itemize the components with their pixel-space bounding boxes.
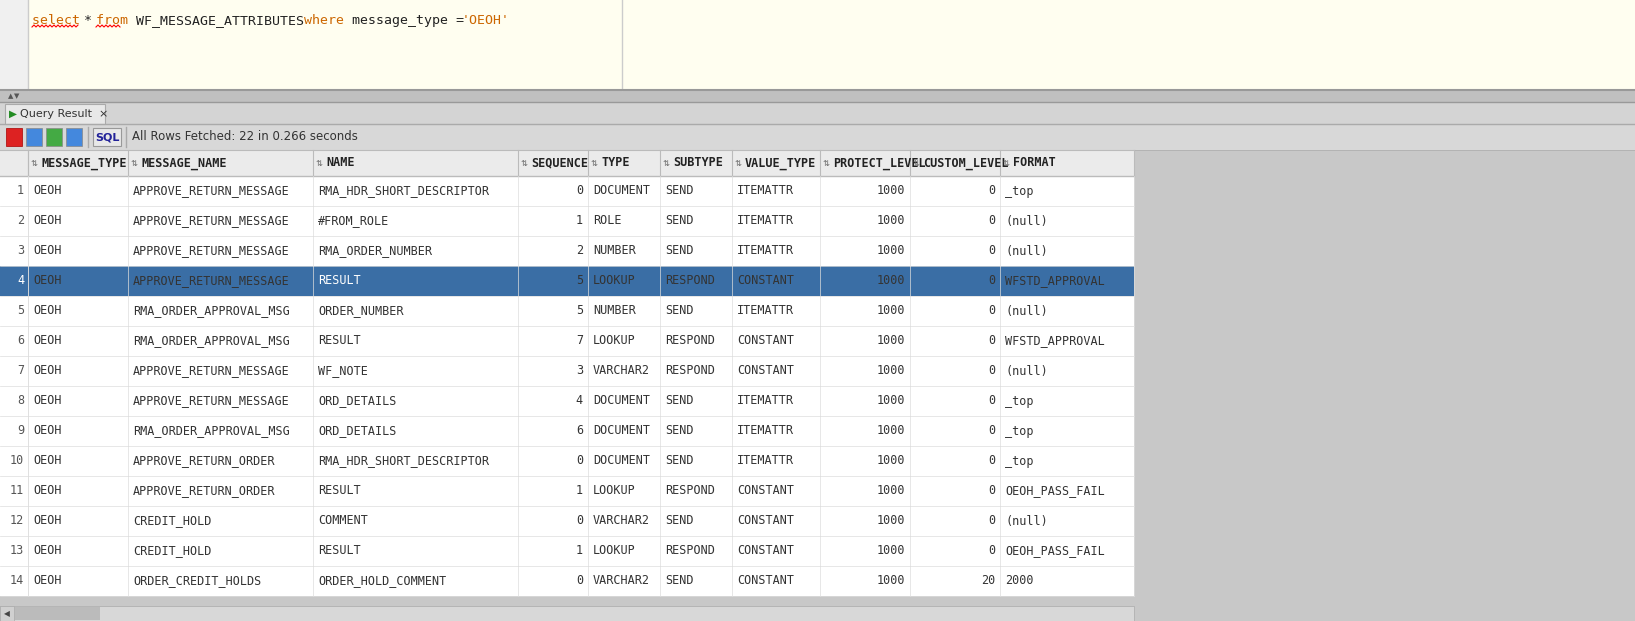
FancyBboxPatch shape xyxy=(0,206,1135,236)
Text: OEOH: OEOH xyxy=(33,574,62,587)
FancyBboxPatch shape xyxy=(312,266,518,296)
Text: OEOH: OEOH xyxy=(33,455,62,468)
Text: ITEMATTR: ITEMATTR xyxy=(737,245,795,258)
Text: OEOH: OEOH xyxy=(33,184,62,197)
Text: ORD_DETAILS: ORD_DETAILS xyxy=(317,394,396,407)
FancyBboxPatch shape xyxy=(0,416,1135,446)
Text: PROTECT_LEVEL: PROTECT_LEVEL xyxy=(832,156,925,170)
Text: OEOH: OEOH xyxy=(33,484,62,497)
Text: ▲: ▲ xyxy=(8,93,13,99)
Text: 0: 0 xyxy=(988,184,996,197)
Text: LOOKUP: LOOKUP xyxy=(594,545,636,558)
Text: 0: 0 xyxy=(988,274,996,288)
Text: CONSTANT: CONSTANT xyxy=(737,515,795,527)
Text: 1000: 1000 xyxy=(876,214,906,227)
Text: 3: 3 xyxy=(576,365,584,378)
Text: VARCHAR2: VARCHAR2 xyxy=(594,515,651,527)
Text: ⇅: ⇅ xyxy=(316,158,324,168)
Text: MESSAGE_NAME: MESSAGE_NAME xyxy=(141,156,227,170)
Text: TYPE: TYPE xyxy=(602,156,629,170)
Text: ITEMATTR: ITEMATTR xyxy=(737,214,795,227)
Text: RMA_ORDER_APPROVAL_MSG: RMA_ORDER_APPROVAL_MSG xyxy=(132,425,289,438)
Text: OEOH_PASS_FAIL: OEOH_PASS_FAIL xyxy=(1006,484,1105,497)
Text: RESPOND: RESPOND xyxy=(665,335,714,348)
Text: Query Result  ×: Query Result × xyxy=(20,109,108,119)
Text: 4: 4 xyxy=(576,394,584,407)
Text: (null): (null) xyxy=(1006,304,1048,317)
Text: 1000: 1000 xyxy=(876,515,906,527)
Text: RESPOND: RESPOND xyxy=(665,484,714,497)
Text: ⇅: ⇅ xyxy=(522,158,528,168)
Text: DOCUMENT: DOCUMENT xyxy=(594,425,651,438)
Text: 2000: 2000 xyxy=(1006,574,1033,587)
Text: RMA_ORDER_NUMBER: RMA_ORDER_NUMBER xyxy=(317,245,432,258)
Text: 13: 13 xyxy=(10,545,25,558)
Text: LOOKUP: LOOKUP xyxy=(594,335,636,348)
Text: 1000: 1000 xyxy=(876,394,906,407)
Text: CONSTANT: CONSTANT xyxy=(737,574,795,587)
Text: 0: 0 xyxy=(988,394,996,407)
Text: OEOH: OEOH xyxy=(33,365,62,378)
Text: RMA_HDR_SHORT_DESCRIPTOR: RMA_HDR_SHORT_DESCRIPTOR xyxy=(317,455,489,468)
FancyBboxPatch shape xyxy=(0,446,1135,476)
Text: ITEMATTR: ITEMATTR xyxy=(737,394,795,407)
Text: 20: 20 xyxy=(981,574,996,587)
Text: 0: 0 xyxy=(988,425,996,438)
Text: SEND: SEND xyxy=(665,304,693,317)
Text: 0: 0 xyxy=(988,515,996,527)
Text: OEOH: OEOH xyxy=(33,425,62,438)
Text: 11: 11 xyxy=(10,484,25,497)
Text: WF_MESSAGE_ATTRIBUTES: WF_MESSAGE_ATTRIBUTES xyxy=(136,14,320,27)
Text: 5: 5 xyxy=(16,304,25,317)
Text: APPROVE_RETURN_MESSAGE: APPROVE_RETURN_MESSAGE xyxy=(132,184,289,197)
FancyBboxPatch shape xyxy=(46,128,62,146)
Text: 0: 0 xyxy=(576,515,584,527)
FancyBboxPatch shape xyxy=(0,266,1135,296)
Text: SEQUENCE: SEQUENCE xyxy=(531,156,589,170)
Text: _top: _top xyxy=(1006,455,1033,468)
Text: (null): (null) xyxy=(1006,214,1048,227)
Text: 6: 6 xyxy=(16,335,25,348)
Text: APPROVE_RETURN_MESSAGE: APPROVE_RETURN_MESSAGE xyxy=(132,214,289,227)
Text: 1: 1 xyxy=(576,484,584,497)
Text: 1000: 1000 xyxy=(876,484,906,497)
Text: OEOH: OEOH xyxy=(33,274,62,288)
Text: 'OEOH': 'OEOH' xyxy=(463,14,510,27)
Text: RESULT: RESULT xyxy=(317,545,361,558)
FancyBboxPatch shape xyxy=(0,386,1135,416)
Text: SUBTYPE: SUBTYPE xyxy=(674,156,723,170)
Text: message_type =: message_type = xyxy=(352,14,473,27)
FancyBboxPatch shape xyxy=(5,104,105,124)
Text: 1000: 1000 xyxy=(876,425,906,438)
Text: CONSTANT: CONSTANT xyxy=(737,274,795,288)
Text: 1: 1 xyxy=(576,545,584,558)
Text: _top: _top xyxy=(1006,394,1033,407)
Text: ORDER_NUMBER: ORDER_NUMBER xyxy=(317,304,404,317)
Text: VARCHAR2: VARCHAR2 xyxy=(594,574,651,587)
Text: 1000: 1000 xyxy=(876,455,906,468)
FancyBboxPatch shape xyxy=(0,90,1635,102)
Text: select: select xyxy=(33,14,88,27)
Text: APPROVE_RETURN_MESSAGE: APPROVE_RETURN_MESSAGE xyxy=(132,274,289,288)
Text: (null): (null) xyxy=(1006,365,1048,378)
Text: DOCUMENT: DOCUMENT xyxy=(594,394,651,407)
Text: from: from xyxy=(96,14,136,27)
FancyBboxPatch shape xyxy=(0,0,1635,90)
Text: 0: 0 xyxy=(988,214,996,227)
Text: SEND: SEND xyxy=(665,394,693,407)
Text: 1: 1 xyxy=(576,214,584,227)
Text: RMA_ORDER_APPROVAL_MSG: RMA_ORDER_APPROVAL_MSG xyxy=(132,304,289,317)
Text: ITEMATTR: ITEMATTR xyxy=(737,184,795,197)
Text: 0: 0 xyxy=(988,335,996,348)
Text: 1000: 1000 xyxy=(876,574,906,587)
Text: 8: 8 xyxy=(16,394,25,407)
Text: _top: _top xyxy=(1006,184,1033,197)
Text: NAME: NAME xyxy=(325,156,355,170)
FancyBboxPatch shape xyxy=(0,0,28,90)
Text: APPROVE_RETURN_MESSAGE: APPROVE_RETURN_MESSAGE xyxy=(132,245,289,258)
FancyBboxPatch shape xyxy=(26,128,43,146)
Text: 0: 0 xyxy=(988,484,996,497)
Text: All Rows Fetched: 22 in 0.266 seconds: All Rows Fetched: 22 in 0.266 seconds xyxy=(132,130,358,143)
FancyBboxPatch shape xyxy=(0,607,100,620)
